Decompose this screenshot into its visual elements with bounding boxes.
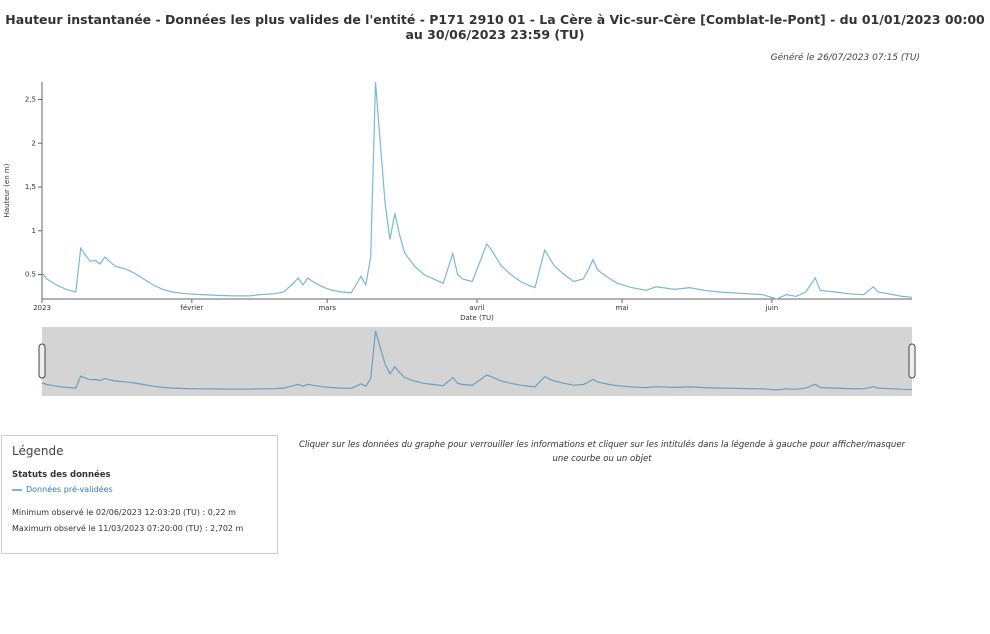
- y-tick-label: 1,5: [25, 183, 36, 191]
- y-tick-label: 0.5: [25, 271, 36, 279]
- x-tick-label: février: [180, 304, 203, 312]
- x-tick-label: mai: [615, 304, 628, 312]
- y-tick-label: 1: [32, 227, 36, 235]
- chart-title: Hauteur instantanée - Données les plus v…: [5, 12, 985, 42]
- brush-handle[interactable]: [908, 343, 916, 379]
- y-tick-label: 2: [32, 139, 36, 147]
- y-axis-label: Hauteur (en m): [3, 163, 11, 217]
- legend-entry[interactable]: Données pré-validées: [12, 485, 267, 494]
- context-line: [41, 330, 913, 391]
- legend-swatch: [12, 488, 22, 491]
- minimum-stat: Minimum observé le 02/06/2023 12:03:20 (…: [12, 508, 236, 517]
- y-tick-label: 2,5: [25, 96, 36, 104]
- x-tick-label: mars: [318, 304, 336, 312]
- x-tick-label: 2023: [33, 304, 51, 312]
- legend-title: Légende: [12, 444, 64, 458]
- legend-section: Statuts des données: [12, 470, 111, 480]
- brush-area: [42, 327, 912, 396]
- data-line: [41, 81, 913, 300]
- legend-label[interactable]: Données pré-validées: [26, 485, 113, 494]
- generated-date: Généré le 26/07/2023 07:15 (TU): [770, 53, 920, 63]
- chart: 0.5 1 1,5 2 2,5 2023 février mars avril mai juin Da…: [3, 81, 916, 396]
- x-tick-label: avril: [469, 304, 484, 312]
- legend-panel: Légende Statuts des données Données pré-…: [1, 435, 278, 554]
- maximum-stat: Maximum observé le 11/03/2023 07:20:00 (…: [12, 524, 244, 533]
- x-tick-label: juin: [764, 304, 778, 312]
- x-axis-label: Date (TU): [460, 314, 494, 322]
- instructions: Cliquer sur les données du graphe pour v…: [298, 440, 906, 464]
- brush-handle[interactable]: [38, 343, 46, 379]
